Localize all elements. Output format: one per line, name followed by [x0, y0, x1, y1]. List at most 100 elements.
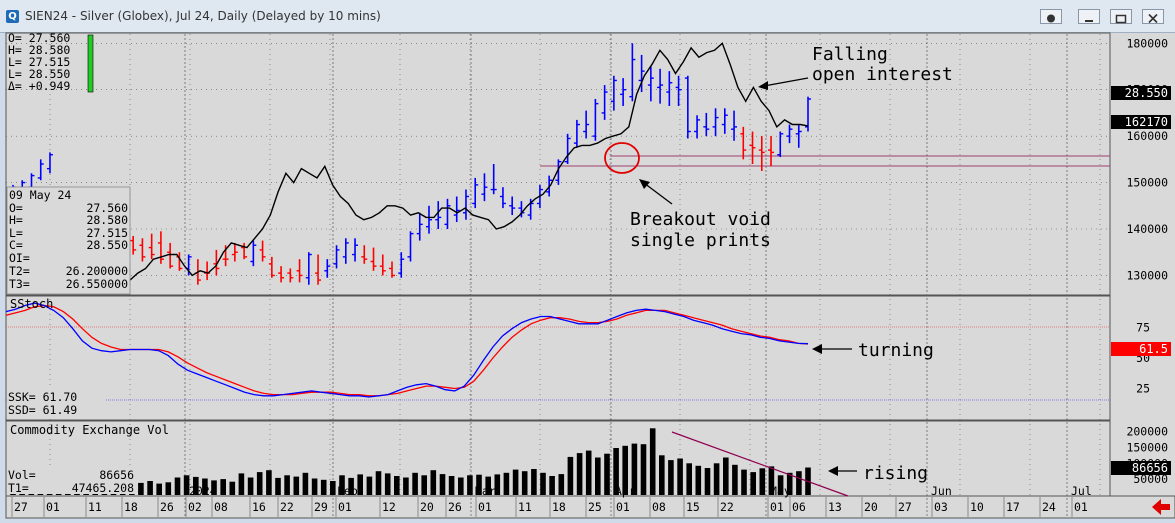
maximize-button[interactable]	[1110, 9, 1132, 24]
price-tick-label: 130000	[1126, 268, 1168, 282]
volume-bar	[458, 477, 464, 495]
price-bar	[555, 159, 562, 185]
x-tick-label: 02	[188, 500, 202, 514]
price-bar	[287, 268, 294, 283]
price-bar	[703, 112, 710, 137]
volume-bar	[311, 478, 318, 495]
volume-bar	[238, 473, 245, 495]
breakout-arrow	[639, 179, 673, 205]
volume-bar	[421, 475, 427, 495]
x-tick-label: 27	[14, 500, 28, 514]
volume-bar	[275, 477, 281, 495]
volume-bar	[375, 471, 382, 495]
annotation-open-interest: open interest	[812, 64, 953, 85]
annotation-breakout: Breakout void	[630, 209, 771, 230]
price-bar	[583, 110, 590, 139]
x-tick-label: 01	[478, 500, 492, 514]
price-bar	[573, 119, 580, 148]
volume-bar	[403, 477, 409, 495]
price-bar	[407, 231, 414, 262]
breakout-circle	[604, 142, 640, 174]
price-bar	[425, 205, 432, 234]
scroll-right-button[interactable]	[1150, 498, 1172, 516]
volume-bar	[512, 469, 519, 495]
dw-t2-value: 26.200000	[66, 264, 128, 278]
price-bar	[167, 242, 174, 269]
price-bar	[46, 152, 53, 174]
dw-low-value: 27.515	[86, 226, 128, 240]
volume-bar	[485, 476, 491, 495]
top-ohlc-readout: O= 27.560 H= 28.580 L= 27.515 L= 28.550 …	[8, 31, 94, 93]
price-bar	[416, 212, 423, 241]
price-bar	[37, 159, 44, 181]
price-bar	[250, 240, 257, 267]
close-button[interactable]	[1142, 9, 1164, 24]
price-bar	[389, 261, 396, 278]
price-bar	[712, 108, 719, 137]
x-tick-label: 01	[46, 500, 60, 514]
ohlc-open: O= 27.560	[8, 31, 70, 45]
last-oi-text: 162170	[1125, 115, 1168, 129]
price-bar	[509, 196, 516, 216]
stoch-badge-text: 61.5	[1139, 342, 1168, 356]
price-bar	[379, 254, 386, 276]
volume-bar	[567, 456, 574, 495]
volume-tick-label: 200000	[1126, 425, 1168, 439]
x-tick-label: 25	[588, 500, 602, 514]
close-icon	[1148, 13, 1158, 24]
price-bar	[157, 231, 164, 264]
price-tick-label: 160000	[1126, 129, 1168, 143]
price-bar	[629, 43, 636, 102]
price-bar	[675, 75, 682, 106]
x-tick-label: 13	[828, 500, 842, 514]
ssk-readout: SSK= 61.70	[8, 390, 77, 404]
volume-bar	[448, 476, 455, 495]
maximize-icon	[1115, 14, 1127, 24]
volume-bar	[759, 468, 766, 495]
price-bar	[481, 173, 488, 202]
x-tick-label: 01	[616, 500, 630, 514]
x-tick-label: 06	[792, 500, 806, 514]
minimize-button[interactable]	[1078, 9, 1100, 24]
vol-label: Vol=	[8, 468, 36, 482]
volume-bar	[677, 458, 683, 495]
volume-bar	[174, 477, 181, 495]
x-axis-strip	[5, 495, 1175, 519]
price-bar	[444, 198, 451, 229]
price-bar	[731, 110, 738, 141]
annotation-single-prints: single prints	[630, 230, 771, 251]
t1-value: 47465.208	[72, 481, 134, 495]
volume-tick-label: 150000	[1126, 440, 1168, 454]
price-bar	[324, 259, 331, 278]
price-bar	[213, 249, 220, 276]
volume-bar	[576, 453, 583, 495]
volume-bar	[183, 475, 190, 495]
x-tick-label: 01	[770, 500, 784, 514]
arrow-left-icon	[1152, 499, 1170, 515]
volume-bar	[147, 481, 153, 495]
volume-badge: 86656	[1111, 461, 1171, 475]
price-bar	[647, 66, 654, 102]
volume-bar	[786, 472, 793, 495]
volume-bar	[503, 472, 510, 495]
annotation-falling: Falling	[812, 44, 888, 65]
price-bar	[139, 238, 146, 262]
volume-tick-label: 50000	[1133, 472, 1168, 486]
price-bar	[684, 75, 691, 139]
volume-bar	[741, 469, 747, 495]
price-bar	[666, 71, 673, 106]
volume-bar	[613, 448, 619, 495]
price-bar	[259, 240, 266, 262]
price-bar	[370, 247, 377, 271]
price-bar	[601, 85, 608, 120]
price-bar	[148, 233, 155, 260]
volume-bar	[320, 479, 327, 495]
volume-bar	[193, 476, 199, 495]
price-bar	[268, 256, 275, 278]
x-tick-label: 11	[518, 500, 532, 514]
volume-bar	[531, 469, 537, 495]
settings-button[interactable]	[1040, 9, 1062, 24]
price-bar	[749, 131, 756, 164]
x-tick-label: 27	[898, 500, 912, 514]
volume-bar	[439, 474, 446, 495]
